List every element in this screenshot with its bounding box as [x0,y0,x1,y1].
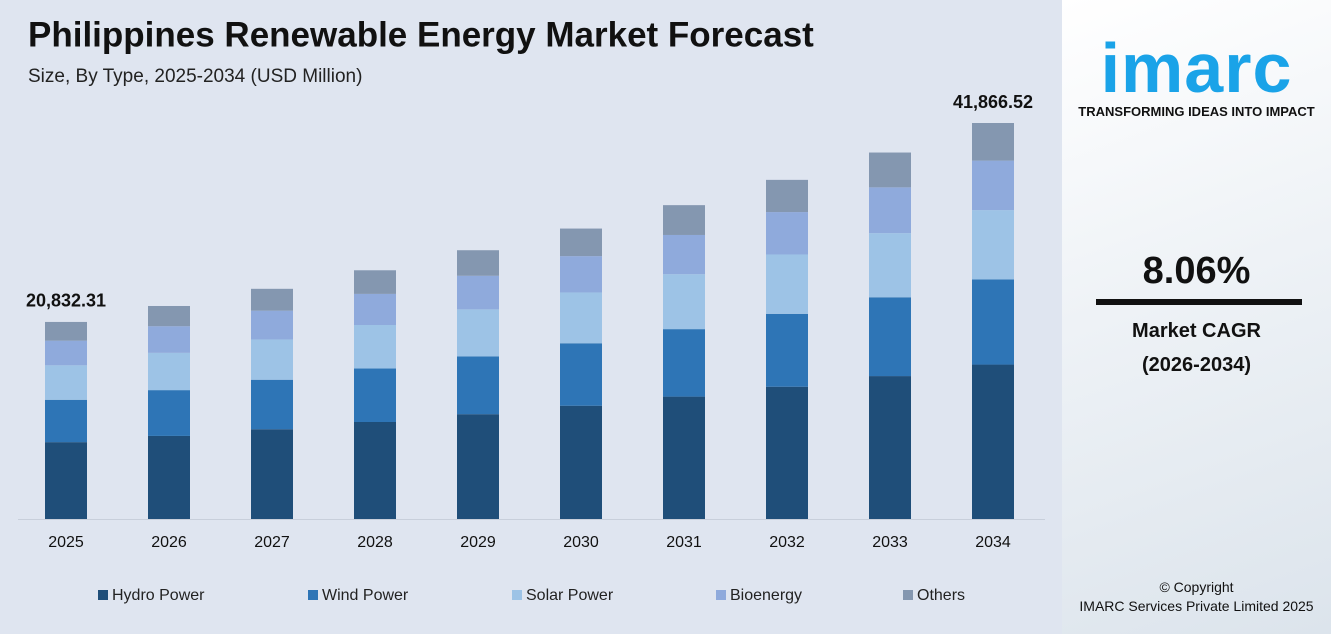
legend-label: Solar Power [526,587,614,604]
bar-segment [148,435,190,519]
bar-segment [45,321,87,341]
copyright: © Copyright [1159,579,1234,595]
bar-segment [869,233,911,298]
bar-segment [766,212,808,255]
x-tick-label: 2026 [151,534,187,551]
chart: Philippines Renewable Energy Market Fore… [18,15,1045,604]
bar-segment [560,256,602,293]
cagr-value: 8.06% [1142,250,1251,292]
logo: imarc [1100,29,1293,107]
chart-title: Philippines Renewable Energy Market Fore… [28,15,814,54]
legend-label: Hydro Power [112,587,205,604]
legend-label: Others [917,587,965,604]
legend-label: Wind Power [322,587,409,604]
x-tick-label: 2029 [460,534,496,551]
legend-swatch [98,590,108,600]
bar-segment [251,429,293,519]
bar-segment [869,376,911,519]
x-tick-label: 2033 [872,534,908,551]
x-tick-label: 2032 [769,534,805,551]
bar-segment [972,123,1014,161]
bar-segment [457,309,499,357]
bar-segment [148,352,190,391]
cagr-label: Market CAGR [1132,320,1261,342]
legend-swatch [512,590,522,600]
cagr-period: (2026-2034) [1142,354,1251,376]
x-tick-label: 2030 [563,534,599,551]
bar-segment [560,343,602,406]
bar-segment [663,205,705,235]
bar-segment [766,254,808,314]
total-label: 20,832.31 [26,291,106,311]
sidebar: imarc TRANSFORMING IDEAS INTO IMPACT 8.0… [1062,0,1331,634]
bar-segment [251,310,293,340]
bar-segment [251,379,293,430]
bar-segment [45,340,87,366]
bar-segment [869,297,911,377]
bar-segment [354,422,396,519]
bar-segment [148,326,190,353]
bar-segment [354,368,396,423]
legend-swatch [308,590,318,600]
bar-segment [45,399,87,443]
chart-subtitle: Size, By Type, 2025-2034 (USD Million) [28,66,362,87]
bar-segment [766,179,808,213]
x-tick-label: 2034 [975,534,1011,551]
bar-segment [869,187,911,234]
bar-segment [663,274,705,330]
bar-segment [251,288,293,311]
bar-segment [869,152,911,188]
bar-segment [972,210,1014,280]
bar-segment [45,442,87,519]
total-label: 41,866.52 [953,92,1033,112]
x-tick-label: 2025 [48,534,84,551]
bar-segment [972,160,1014,211]
legend-swatch [716,590,726,600]
tagline: TRANSFORMING IDEAS INTO IMPACT [1078,104,1315,119]
bar-segment [354,293,396,325]
bar-segment [457,356,499,415]
bar-segment [354,270,396,294]
bar-segment [251,339,293,380]
x-tick-label: 2027 [254,534,290,551]
bar-segment [457,275,499,310]
bar-segment [457,250,499,276]
bar-segment [663,396,705,519]
bar-segment [354,324,396,369]
legend-swatch [903,590,913,600]
bar-segment [972,279,1014,365]
bar-segment [148,390,190,436]
company: IMARC Services Private Limited 2025 [1079,598,1314,614]
bar-segment [663,234,705,275]
bar-segment [560,292,602,344]
bar-segment [663,329,705,397]
bar-segment [766,313,808,387]
x-tick-label: 2031 [666,534,702,551]
bar-segment [45,365,87,400]
bar-segment [560,228,602,257]
bar-segment [560,405,602,519]
bar-segment [766,386,808,519]
bar-segment [148,305,190,327]
bar-segment [457,414,499,519]
x-tick-label: 2028 [357,534,393,551]
legend-label: Bioenergy [730,587,802,604]
bar-segment [972,364,1014,519]
divider [1096,299,1302,305]
